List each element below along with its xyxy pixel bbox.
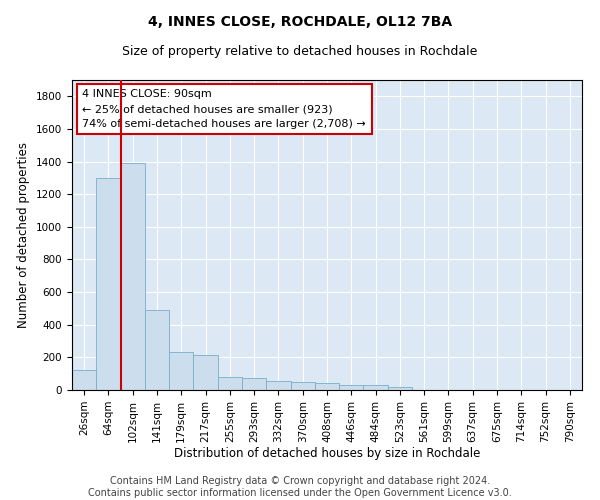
Bar — [169, 352, 193, 390]
Bar — [339, 385, 364, 390]
Bar — [364, 385, 388, 390]
Text: 4, INNES CLOSE, ROCHDALE, OL12 7BA: 4, INNES CLOSE, ROCHDALE, OL12 7BA — [148, 15, 452, 29]
X-axis label: Distribution of detached houses by size in Rochdale: Distribution of detached houses by size … — [174, 448, 480, 460]
Bar — [72, 370, 96, 390]
Bar — [290, 382, 315, 390]
Bar — [218, 377, 242, 390]
Bar — [96, 178, 121, 390]
Bar — [266, 381, 290, 390]
Text: 4 INNES CLOSE: 90sqm
← 25% of detached houses are smaller (923)
74% of semi-deta: 4 INNES CLOSE: 90sqm ← 25% of detached h… — [82, 90, 366, 129]
Bar — [193, 355, 218, 390]
Bar — [242, 378, 266, 390]
Bar — [388, 386, 412, 390]
Y-axis label: Number of detached properties: Number of detached properties — [17, 142, 31, 328]
Text: Contains HM Land Registry data © Crown copyright and database right 2024.
Contai: Contains HM Land Registry data © Crown c… — [88, 476, 512, 498]
Bar — [145, 310, 169, 390]
Text: Size of property relative to detached houses in Rochdale: Size of property relative to detached ho… — [122, 45, 478, 58]
Bar — [121, 163, 145, 390]
Bar — [315, 382, 339, 390]
